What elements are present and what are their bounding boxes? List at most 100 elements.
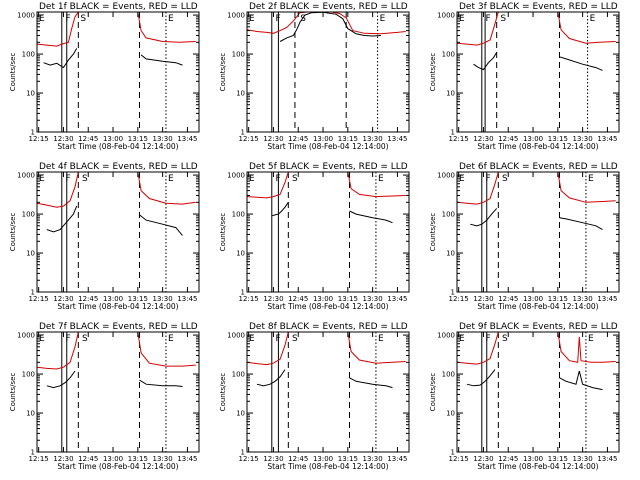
x-tick-label: 13:00 — [523, 295, 543, 303]
y-tick-label: 1000 — [227, 172, 245, 180]
y-tick-label: 1 — [241, 129, 245, 137]
y-tick-label: 10 — [236, 410, 245, 418]
x-tick-label: 12:30 — [263, 295, 283, 303]
x-tick-label: 13:30 — [363, 135, 383, 143]
panel-data — [457, 332, 616, 391]
panel-5: Det 5f BLACK = Events, RED = LLD E F S E 12:1… — [219, 162, 410, 311]
panel-title: Det 3f BLACK = Events, RED = LLD — [459, 2, 618, 12]
phase-marker: E — [378, 174, 384, 184]
x-tick-label: 12:30 — [473, 135, 493, 143]
x-tick-label: 13:00 — [523, 455, 543, 463]
phase-marker: E — [168, 14, 174, 24]
series-lld-pre-line — [457, 332, 499, 365]
phase-marker: S — [80, 14, 86, 24]
phase-marker: F — [65, 14, 70, 24]
phase-marker: F — [485, 174, 490, 184]
x-tick-label: 13:30 — [153, 135, 173, 143]
series-events-post-line — [139, 379, 183, 387]
phase-marker: F — [485, 334, 490, 344]
series-events-post-line — [559, 370, 603, 391]
series-lld-pre-line — [457, 12, 499, 46]
panel-data — [457, 172, 616, 231]
x-tick-label: 12:30 — [263, 455, 283, 463]
x-tick-label: 12:15 — [29, 135, 49, 143]
y-tick-label: 1000 — [227, 332, 245, 340]
y-tick-label: 1 — [241, 289, 245, 297]
x-tick-label: 12:45 — [78, 135, 98, 143]
y-axis-label: Counts/sec — [9, 213, 17, 252]
panel-2: Det 2f BLACK = Events, RED = LLD E F S E 12:1… — [219, 2, 410, 151]
y-tick-label: 100 — [22, 51, 35, 59]
x-tick-label: 13:15 — [338, 295, 358, 303]
y-tick-label: 10 — [236, 250, 245, 258]
x-tick-label: 13:00 — [523, 135, 543, 143]
y-tick-label: 1 — [451, 129, 455, 137]
series-lld-pre-line — [37, 12, 79, 47]
x-axis-label: Start Time (08-Feb-04 12:14:00) — [477, 462, 598, 471]
y-tick-label: 1 — [31, 449, 35, 457]
phase-marker: E — [459, 334, 465, 344]
phase-marker: F — [275, 174, 280, 184]
x-axis-label: Start Time (08-Feb-04 12:14:00) — [267, 142, 388, 151]
x-tick-label: 13:15 — [548, 455, 568, 463]
phase-marker: F — [275, 14, 280, 24]
panel-title: Det 6f BLACK = Events, RED = LLD — [459, 162, 618, 172]
x-tick-label: 13:45 — [597, 135, 617, 143]
x-tick-label: 13:00 — [103, 455, 123, 463]
y-axis-label: Counts/sec — [219, 373, 227, 412]
x-tick-label: 13:30 — [573, 455, 593, 463]
plot-frame — [36, 171, 200, 293]
x-tick-label: 12:45 — [288, 455, 308, 463]
y-tick-label: 10 — [26, 90, 35, 98]
phase-marker: S — [292, 174, 298, 184]
x-tick-label: 13:30 — [153, 455, 173, 463]
panel-7: Det 7f BLACK = Events, RED = LLD E F S E 12:1… — [9, 322, 200, 471]
y-tick-label: 100 — [22, 211, 35, 219]
x-tick-label: 13:45 — [177, 455, 197, 463]
panel-data — [37, 172, 196, 236]
series-lld-pre-line — [37, 172, 79, 208]
x-tick-label: 13:30 — [363, 455, 383, 463]
x-tick-label: 13:45 — [177, 135, 197, 143]
x-tick-label: 13:00 — [313, 135, 333, 143]
panel-1: Det 1f BLACK = Events, RED = LLD E F S E 12:1… — [9, 2, 200, 151]
x-tick-label: 12:15 — [449, 135, 469, 143]
series-lld-post-line — [557, 332, 616, 363]
y-axis-label: Counts/sec — [219, 213, 227, 252]
panel-data — [37, 12, 196, 69]
y-tick-label: 1 — [31, 289, 35, 297]
series-events-pre-line — [466, 369, 496, 387]
panel-title: Det 9f BLACK = Events, RED = LLD — [459, 322, 618, 332]
y-tick-label: 1000 — [437, 172, 455, 180]
x-tick-label: 13:45 — [387, 135, 407, 143]
x-tick-label: 12:15 — [449, 295, 469, 303]
plot-frame — [36, 11, 200, 133]
x-tick-label: 12:30 — [263, 135, 283, 143]
panel-data — [247, 332, 406, 389]
y-tick-label: 1 — [451, 449, 455, 457]
x-axis-label: Start Time (08-Feb-04 12:14:00) — [57, 462, 178, 471]
phase-marker: E — [590, 14, 596, 24]
panel-9: Det 9f BLACK = Events, RED = LLD E F S E 12:1… — [429, 322, 620, 471]
panel-4: Det 4f BLACK = Events, RED = LLD E F S E 12:1… — [9, 162, 200, 311]
phase-marker: S — [500, 14, 506, 24]
series-events-pre-line — [470, 208, 498, 227]
y-tick-label: 10 — [446, 410, 455, 418]
panel-title: Det 4f BLACK = Events, RED = LLD — [39, 162, 198, 172]
x-tick-label: 12:45 — [78, 455, 98, 463]
y-tick-label: 1 — [31, 129, 35, 137]
x-tick-label: 12:30 — [53, 295, 73, 303]
x-tick-label: 13:30 — [153, 295, 173, 303]
x-tick-label: 13:30 — [573, 135, 593, 143]
phase-marker: S — [82, 334, 88, 344]
y-tick-label: 1000 — [437, 12, 455, 20]
x-tick-label: 13:45 — [597, 455, 617, 463]
series-lld-post-line — [137, 12, 196, 43]
y-tick-label: 10 — [26, 250, 35, 258]
y-tick-label: 1 — [451, 289, 455, 297]
series-events-post-line — [349, 210, 393, 224]
panel-title: Det 7f BLACK = Events, RED = LLD — [39, 322, 198, 332]
y-tick-label: 100 — [232, 211, 245, 219]
y-axis-label: Counts/sec — [429, 373, 437, 412]
